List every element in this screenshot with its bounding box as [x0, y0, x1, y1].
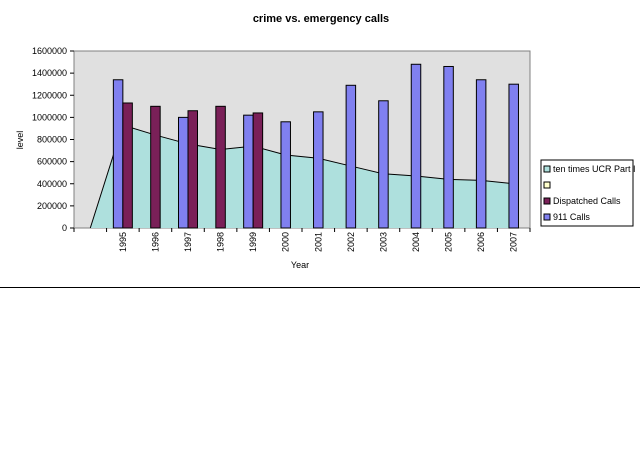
chart-title: crime vs. emergency calls — [253, 13, 389, 25]
x-tick-label: 1997 — [183, 232, 193, 252]
calls911-bar-1995 — [112, 79, 124, 229]
calls911-bar-2000 — [280, 121, 291, 229]
dispatched-bar-1995 — [122, 102, 133, 229]
calls911-bar-1997 — [178, 116, 189, 229]
area-series-line — [89, 124, 514, 229]
x-tick-label: 2002 — [346, 232, 356, 252]
calls911-bar-2006 — [475, 79, 487, 229]
y-tick-label: 600000 — [37, 157, 67, 167]
calls911-bar-2005 — [443, 65, 454, 229]
x-tick-label: 2003 — [378, 232, 388, 252]
y-tick-label: 1000000 — [32, 112, 67, 122]
legend-label: 911 Calls — [553, 212, 590, 222]
bar-layer — [112, 63, 519, 229]
x-tick-label: 2001 — [313, 232, 323, 252]
legend-label: Dispatched Calls — [553, 196, 621, 206]
y-tick-label: 800000 — [37, 135, 67, 145]
calls911-bar-2007 — [508, 83, 519, 229]
y-tick-label: 0 — [62, 223, 67, 233]
legend-swatch — [543, 165, 551, 173]
legend-swatch — [543, 181, 551, 189]
calls911-bar-1999 — [243, 114, 254, 229]
calls911-bar-2003 — [378, 100, 389, 229]
divider — [0, 287, 640, 288]
x-tick-label: 1996 — [150, 232, 160, 252]
y-tick-label: 400000 — [37, 179, 67, 189]
x-tick-label: 2000 — [281, 232, 291, 252]
x-tick-label: 2007 — [509, 232, 519, 252]
legend-box — [540, 159, 634, 227]
y-tick-label: 1200000 — [32, 90, 67, 100]
legend-swatch — [543, 197, 551, 205]
x-tick-label: 2004 — [411, 232, 421, 252]
calls911-bar-2004 — [410, 63, 422, 229]
dispatched-bar-1997 — [187, 110, 198, 229]
dispatched-bar-1999 — [252, 112, 264, 229]
x-tick-label: 1998 — [216, 232, 226, 252]
x-tick-label: 1995 — [118, 232, 128, 252]
y-axis-label: level — [15, 131, 25, 150]
calls911-bar-2001 — [313, 111, 324, 229]
y-tick-label: 200000 — [37, 201, 67, 211]
x-tick-label: 2006 — [476, 232, 486, 252]
legend-label: ten times UCR Part I — [553, 164, 636, 174]
axis-layer: 0 200000 400000 600000 800000 1000000 1200000 1… — [32, 46, 531, 252]
y-tick-label: 1600000 — [32, 46, 67, 56]
calls911-bar-2002 — [345, 84, 357, 229]
y-tick-label: 1400000 — [32, 68, 67, 78]
dispatched-bar-1996 — [150, 105, 161, 229]
legend-swatch — [543, 213, 551, 221]
x-axis-label: Year — [291, 260, 309, 270]
dispatched-bar-1998 — [215, 105, 226, 229]
x-tick-label: 1999 — [248, 232, 258, 252]
x-tick-label: 2005 — [444, 232, 454, 252]
legend: ten times UCR Part I Dispatched Calls 911 … — [540, 159, 636, 227]
